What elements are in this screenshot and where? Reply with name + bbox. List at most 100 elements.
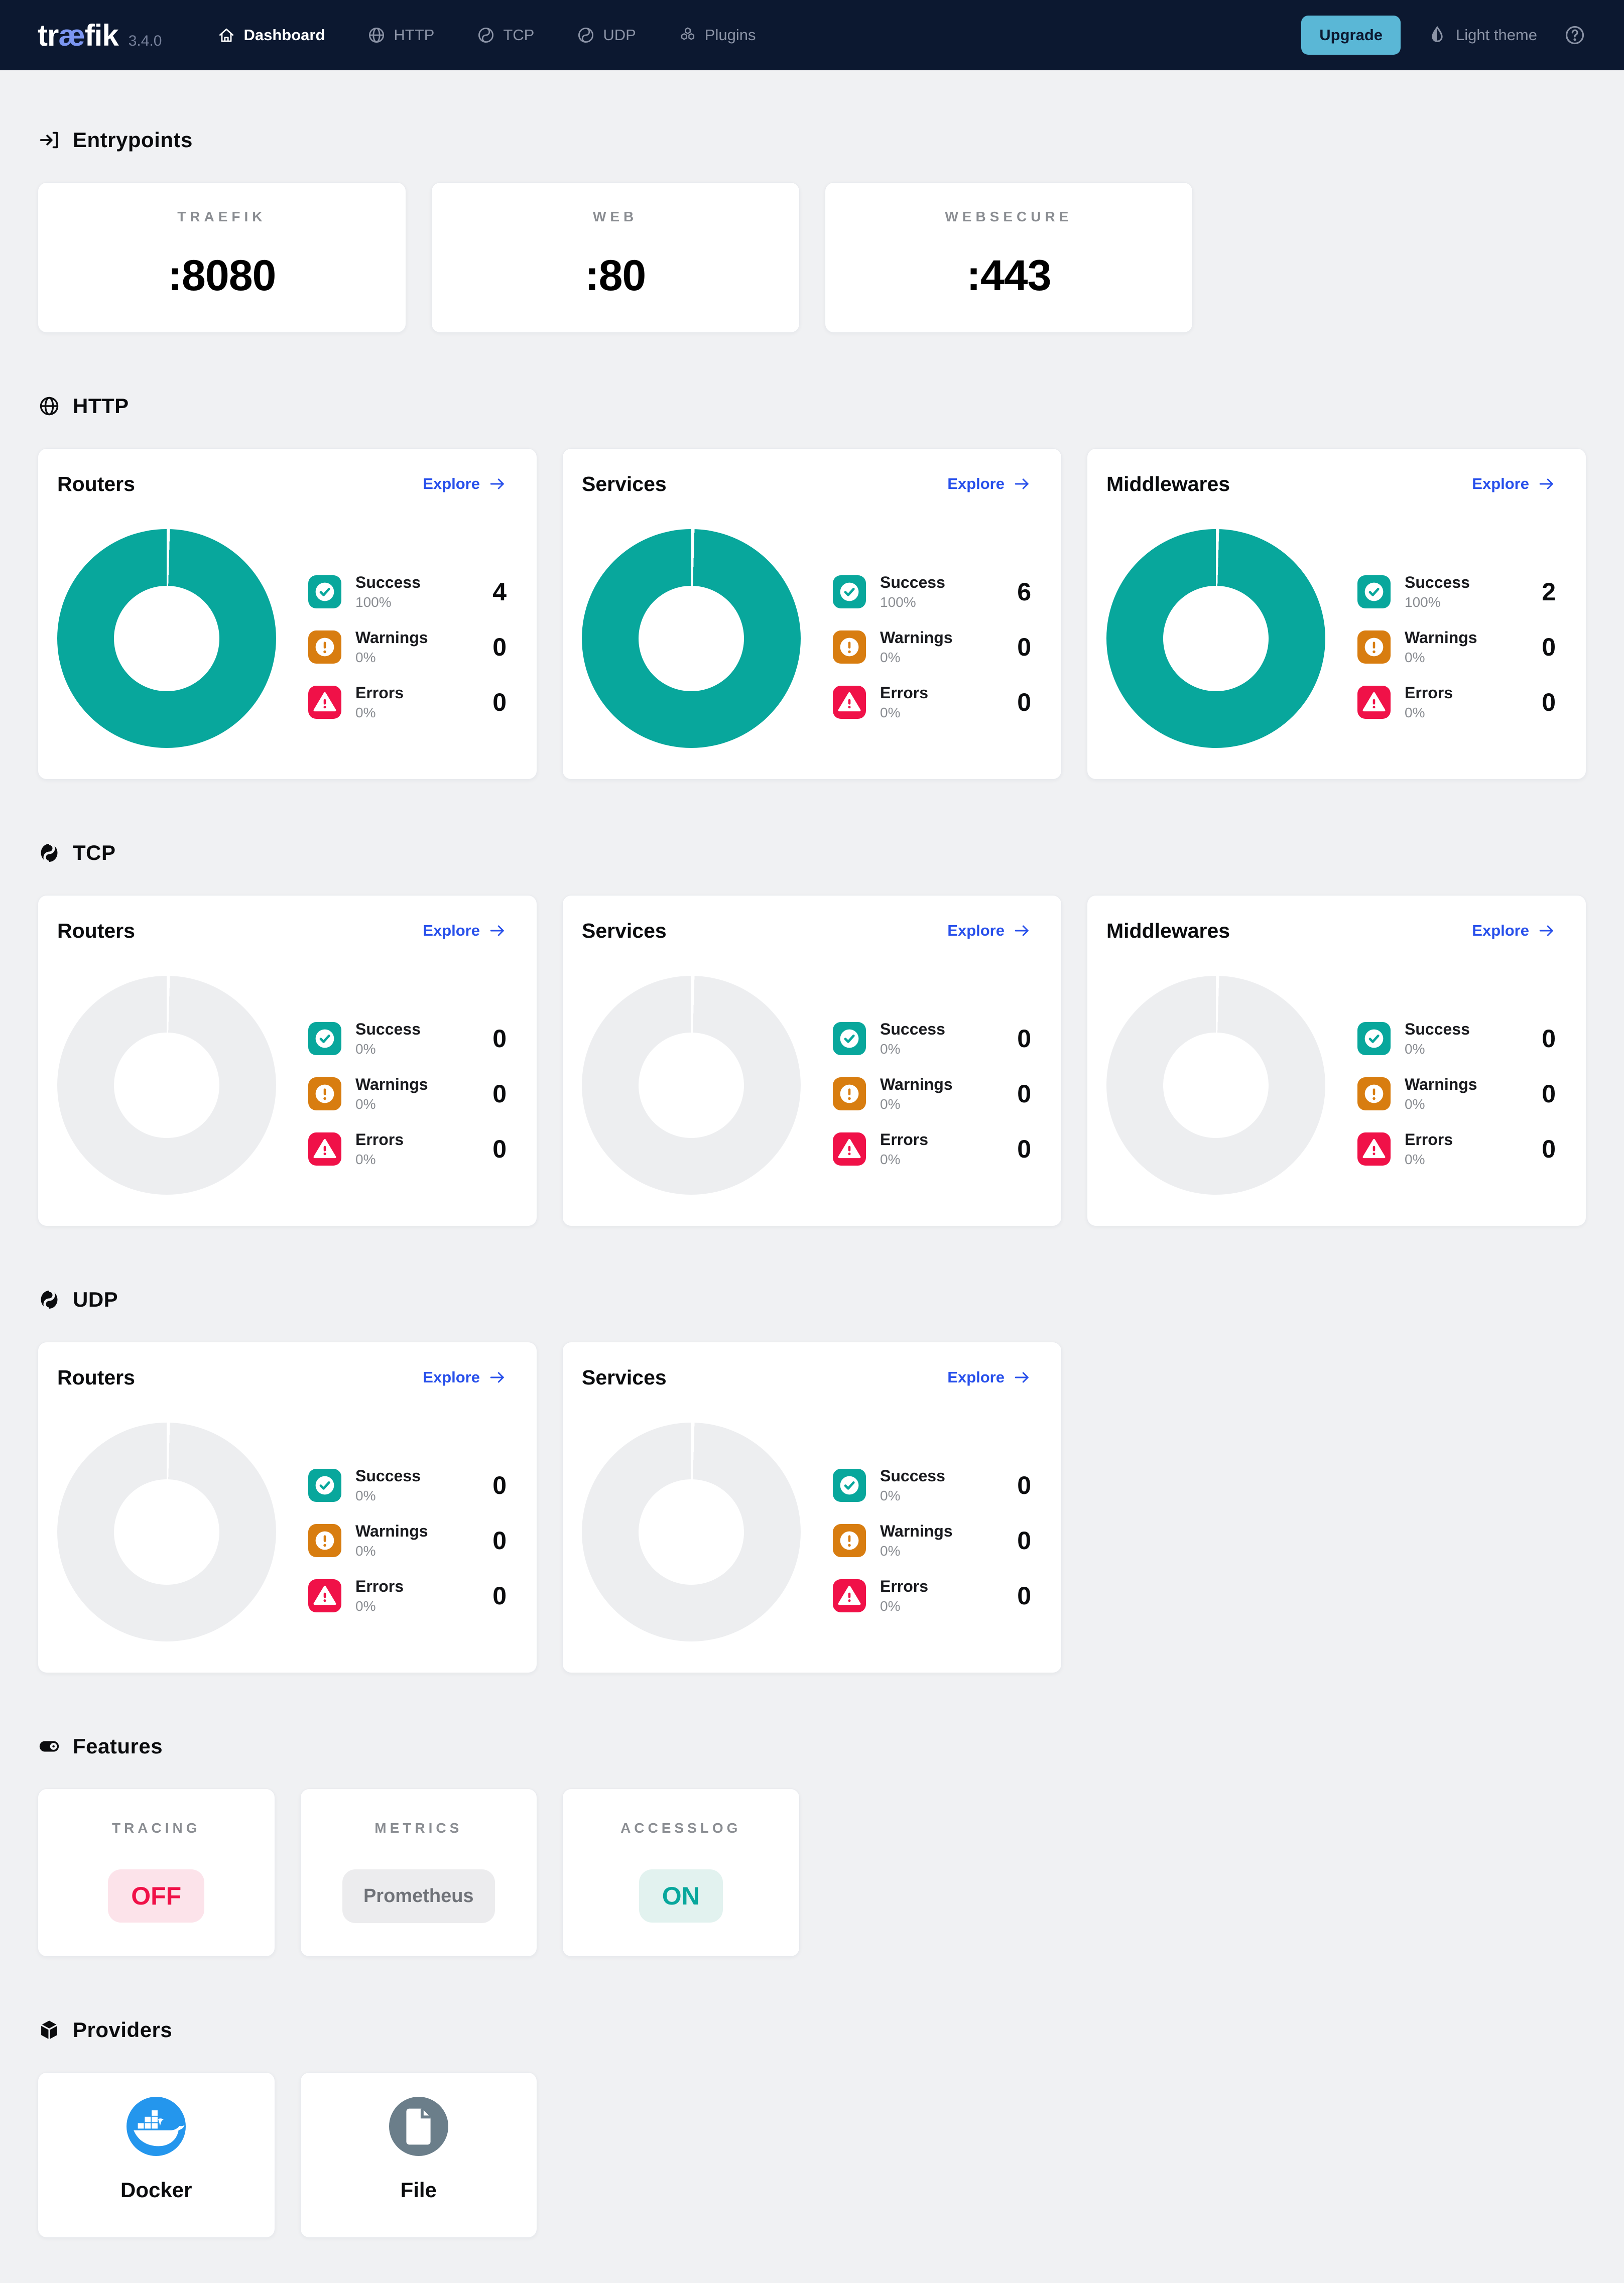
legend: Success 100% 4 Warnings 0% 0 Errors 0% 0 (308, 573, 507, 748)
udp-cards-grid: Routers Explore Success 0% 0 Warnin (38, 1342, 1586, 1673)
feature-card-tracing: TRACING OFF (38, 1789, 275, 1957)
success-icon (1357, 575, 1391, 608)
success-count: 0 (492, 1025, 507, 1053)
legend-row-errors: Errors 0% 0 (833, 684, 1031, 720)
arrow-right-icon (488, 922, 507, 940)
explore-link[interactable]: Explore (947, 922, 1031, 940)
donut-chart (57, 976, 276, 1195)
stream-icon (38, 841, 61, 864)
warning-icon (833, 1077, 866, 1110)
udp-services-card: Services Explore Success 0% 0 Warni (562, 1342, 1062, 1673)
top-navbar: træfik 3.4.0 Dashboard HTTP TCP UDP Plug… (0, 0, 1624, 70)
nav-item-dashboard[interactable]: Dashboard (217, 26, 325, 45)
stream-icon (476, 26, 495, 45)
help-button[interactable] (1563, 24, 1586, 47)
explore-link[interactable]: Explore (1472, 922, 1556, 940)
tracing-status-badge: OFF (108, 1869, 205, 1923)
legend-row-success: Success 100% 2 (1357, 573, 1556, 610)
dashboard-content: Entrypoints TRAEFIK :8080 WEB :80 WEBSEC… (0, 127, 1624, 2283)
explore-link[interactable]: Explore (423, 1368, 507, 1386)
success-count: 0 (492, 1471, 507, 1499)
warning-icon (308, 630, 341, 664)
warnings-count: 0 (1017, 1080, 1031, 1108)
metrics-status-badge: Prometheus (342, 1869, 495, 1923)
entrypoint-port: :8080 (168, 251, 276, 300)
entrypoint-name: WEBSECURE (945, 209, 1073, 224)
traefik-logo[interactable]: træfik 3.4.0 (38, 18, 162, 52)
success-icon (833, 1469, 866, 1502)
section-title: Providers (73, 2018, 173, 2042)
legend-row-success: Success 0% 0 (308, 1467, 507, 1503)
warning-icon (1357, 630, 1391, 664)
success-count: 2 (1542, 578, 1556, 606)
success-count: 0 (1017, 1025, 1031, 1053)
success-icon (308, 1469, 341, 1502)
http-section-heading: HTTP (38, 393, 1586, 419)
donut-chart (582, 976, 801, 1195)
provider-card-docker: Docker (38, 2072, 275, 2238)
provider-name: Docker (120, 2178, 192, 2202)
tcp-services-card: Services Explore Success 0% 0 Warni (562, 895, 1062, 1226)
entrypoint-port: :80 (584, 251, 646, 300)
warning-icon (833, 630, 866, 664)
entrypoint-name: WEB (592, 209, 638, 224)
error-icon (833, 686, 866, 719)
card-title: Middlewares (1106, 919, 1230, 942)
explore-link[interactable]: Explore (947, 1368, 1031, 1386)
explore-link[interactable]: Explore (947, 475, 1031, 493)
legend-row-success: Success 0% 0 (1357, 1020, 1556, 1057)
warnings-count: 0 (1542, 633, 1556, 661)
legend-row-success: Success 0% 0 (308, 1020, 507, 1057)
legend-row-errors: Errors 0% 0 (308, 684, 507, 720)
http-services-card: Services Explore Success 100% 6 War (562, 448, 1062, 780)
warnings-count: 0 (1017, 633, 1031, 661)
upgrade-button[interactable]: Upgrade (1301, 16, 1401, 55)
legend-row-errors: Errors 0% 0 (833, 1130, 1031, 1167)
errors-count: 0 (1017, 1582, 1031, 1610)
errors-count: 0 (1542, 1135, 1556, 1163)
login-arrow-icon (38, 129, 61, 152)
legend: Success 100% 2 Warnings 0% 0 Errors 0% 0 (1357, 573, 1556, 748)
card-title: Routers (57, 1365, 135, 1389)
home-icon (217, 26, 236, 45)
globe-icon (367, 26, 386, 45)
legend: Success 0% 0 Warnings 0% 0 Errors 0% 0 (1357, 1020, 1556, 1195)
legend-row-warnings: Warnings 0% 0 (833, 1075, 1031, 1112)
file-icon (389, 2097, 448, 2156)
cubes-icon (678, 26, 697, 45)
nav-item-tcp[interactable]: TCP (476, 26, 534, 45)
http-cards-grid: Routers Explore Success 100% 4 Warn (38, 448, 1586, 780)
provider-name: File (400, 2178, 437, 2202)
legend-row-success: Success 0% 0 (833, 1020, 1031, 1057)
error-icon (308, 1132, 341, 1166)
explore-link[interactable]: Explore (423, 922, 507, 940)
docker-icon (127, 2097, 186, 2156)
http-routers-card: Routers Explore Success 100% 4 Warn (38, 448, 537, 780)
theme-toggle[interactable]: Light theme (1427, 25, 1537, 46)
explore-link[interactable]: Explore (1472, 475, 1556, 493)
explore-link[interactable]: Explore (423, 475, 507, 493)
success-icon (1357, 1022, 1391, 1055)
error-icon (1357, 686, 1391, 719)
tcp-routers-card: Routers Explore Success 0% 0 Warnin (38, 895, 537, 1226)
feature-name: METRICS (374, 1820, 463, 1836)
package-box-icon (38, 2018, 61, 2042)
section-title: UDP (73, 1288, 118, 1311)
success-icon (833, 1022, 866, 1055)
navbar-actions: Upgrade Light theme (1301, 16, 1586, 55)
help-icon (1563, 24, 1586, 47)
udp-routers-card: Routers Explore Success 0% 0 Warnin (38, 1342, 537, 1673)
donut-chart (582, 1423, 801, 1641)
entrypoint-card-websecure: WEBSECURE :443 (824, 182, 1193, 333)
arrow-right-icon (488, 475, 507, 493)
provider-card-file: File (300, 2072, 537, 2238)
errors-count: 0 (1017, 1135, 1031, 1163)
arrow-right-icon (1013, 475, 1031, 493)
nav-item-http[interactable]: HTTP (367, 26, 434, 45)
success-icon (833, 575, 866, 608)
donut-chart (57, 529, 276, 748)
section-title: TCP (73, 841, 116, 864)
nav-item-plugins[interactable]: Plugins (678, 26, 756, 45)
nav-item-udp[interactable]: UDP (576, 26, 636, 45)
features-section-heading: Features (38, 1733, 1586, 1759)
